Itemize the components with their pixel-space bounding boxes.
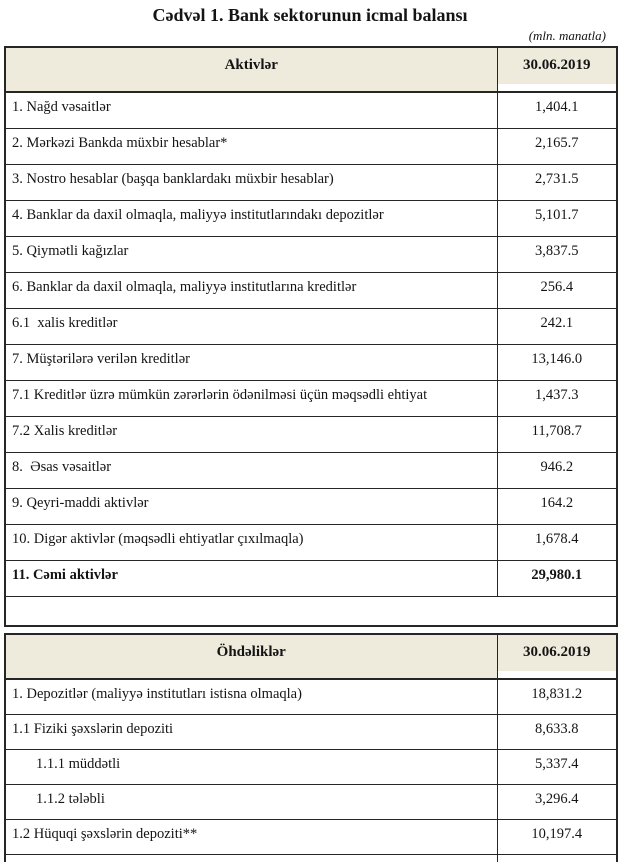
row-label: 6.1 xalis kreditlər (4, 308, 498, 345)
row-value: 1,404.1 (496, 91, 618, 129)
row-label: 7. Müştərilərə verilən kreditlər (4, 344, 498, 381)
spacer-cell (4, 596, 618, 627)
table-row: 10. Digər aktivlər (məqsədli ehtiyatlar … (4, 524, 618, 561)
liabilities-header-date: 30.06.2019 (496, 633, 618, 680)
row-value: 256.4 (496, 272, 618, 309)
row-value: 164.2 (496, 488, 618, 525)
table-row: 1.1 Fiziki şəxslərin depoziti 8,633.8 (4, 714, 618, 750)
row-value: 8,633.8 (496, 714, 618, 750)
table-row: 9. Qeyri-maddi aktivlər 164.2 (4, 488, 618, 525)
row-label: 1.1.1 müddətli (4, 749, 498, 785)
row-value: 2,165.7 (496, 128, 618, 165)
row-label: 1.2 Hüquqi şəxslərin depoziti** (4, 819, 498, 855)
row-label: 1.1 Fiziki şəxslərin depoziti (4, 714, 498, 750)
row-label: 8. Əsas vəsaitlər (4, 452, 498, 489)
table-row: 7.2 Xalis kreditlər 11,708.7 (4, 416, 618, 453)
row-label: 6. Banklar da daxil olmaqla, maliyyə ins… (4, 272, 498, 309)
page-title: Cədvəl 1. Bank sektorunun icmal balansı (152, 5, 468, 25)
row-value: 18,831.2 (496, 678, 618, 715)
assets-header-date: 30.06.2019 (496, 46, 618, 93)
unit-note: (mln. manatla) (528, 28, 606, 43)
table-row: 5. Qiymətli kağızlar 3,837.5 (4, 236, 618, 273)
table-row: 2. Mərkəzi Bankda müxbir hesablar* 2,165.… (4, 128, 618, 165)
row-label: 1. Nağd vəsaitlər (4, 91, 498, 129)
row-value: 2,253.2 (496, 854, 618, 862)
liabilities-header-row: Öhdəliklər 30.06.2019 (4, 633, 618, 680)
row-value: 3,837.5 (496, 236, 618, 273)
table-row: 7.1 Kreditlər üzrə mümkün zərərlərin ödə… (4, 380, 618, 417)
table-row: 1.1.2 tələbli 3,296.4 (4, 784, 618, 820)
row-label: 7.2 Xalis kreditlər (4, 416, 498, 453)
row-value: 3,296.4 (496, 784, 618, 820)
row-value: 242.1 (496, 308, 618, 345)
row-value: 29,980.1 (496, 560, 618, 597)
row-label: 1.1.2 tələbli (4, 784, 498, 820)
row-label: 10. Digər aktivlər (məqsədli ehtiyatlar … (4, 524, 498, 561)
table-row: 11. Cəmi aktivlər 29,980.1 (4, 560, 618, 597)
row-label: 9. Qeyri-maddi aktivlər (4, 488, 498, 525)
row-value: 10,197.4 (496, 819, 618, 855)
liabilities-header-title: Öhdəliklər (4, 633, 498, 680)
table-row: 3. Nostro hesablar (başqa banklardakı mü… (4, 164, 618, 201)
row-value: 2,731.5 (496, 164, 618, 201)
row-value: 1,437.3 (496, 380, 618, 417)
row-label: 11. Cəmi aktivlər (4, 560, 498, 597)
liabilities-table: Öhdəliklər 30.06.2019 1. Depozitlər (mal… (4, 633, 618, 862)
row-label: 1.2.1 müddətli (4, 854, 498, 862)
assets-header-title: Aktivlər (4, 46, 498, 93)
row-value: 13,146.0 (496, 344, 618, 381)
row-label: 5. Qiymətli kağızlar (4, 236, 498, 273)
row-label: 3. Nostro hesablar (başqa banklardakı mü… (4, 164, 498, 201)
table-row: 1. Nağd vəsaitlər 1,404.1 (4, 91, 618, 129)
table-row: 6. Banklar da daxil olmaqla, maliyyə ins… (4, 272, 618, 309)
row-value: 946.2 (496, 452, 618, 489)
table-row: 6.1 xalis kreditlər 242.1 (4, 308, 618, 345)
row-value: 1,678.4 (496, 524, 618, 561)
table-row: 1.2 Hüquqi şəxslərin depoziti** 10,197.4 (4, 819, 618, 855)
table-row: 1.2.1 müddətli2,253.2 (4, 854, 618, 862)
row-value: 11,708.7 (496, 416, 618, 453)
row-value: 5,337.4 (496, 749, 618, 785)
row-label: 4. Banklar da daxil olmaqla, maliyyə ins… (4, 200, 498, 237)
table-row: 1.1.1 müddətli 5,337.4 (4, 749, 618, 785)
assets-header-row: Aktivlər 30.06.2019 (4, 46, 618, 93)
table-row: 7. Müştərilərə verilən kreditlər 13,146.0 (4, 344, 618, 381)
assets-table: Aktivlər 30.06.2019 1. Nağd vəsaitlər 1,4… (4, 46, 618, 627)
table-row: 8. Əsas vəsaitlər 946.2 (4, 452, 618, 489)
row-label: 7.1 Kreditlər üzrə mümkün zərərlərin ödə… (4, 380, 498, 417)
table-row: 4. Banklar da daxil olmaqla, maliyyə ins… (4, 200, 618, 237)
table-spacer-row (4, 596, 618, 627)
table-row: 1. Depozitlər (maliyyə institutları isti… (4, 678, 618, 715)
row-label: 1. Depozitlər (maliyyə institutları isti… (4, 678, 498, 715)
row-label: 2. Mərkəzi Bankda müxbir hesablar* (4, 128, 498, 165)
row-value: 5,101.7 (496, 200, 618, 237)
